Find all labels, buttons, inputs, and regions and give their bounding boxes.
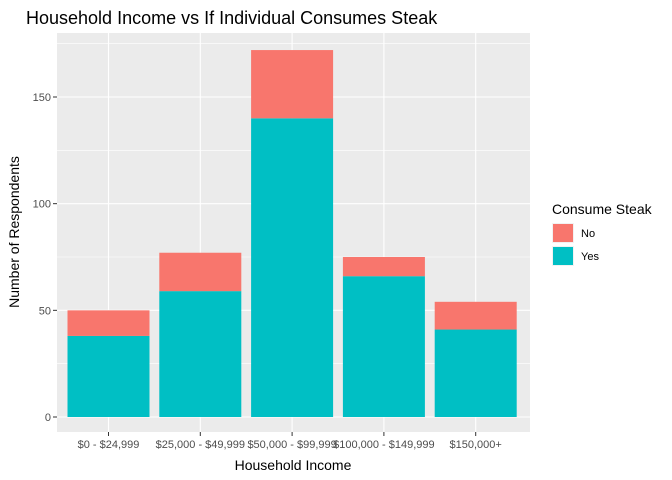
y-tick-label: 0 xyxy=(45,412,51,424)
bar-yes xyxy=(434,329,517,417)
chart-title: Household Income vs If Individual Consum… xyxy=(26,8,438,28)
legend-title: Consume Steak xyxy=(552,201,653,217)
x-axis: $0 - $24,999 $25,000 - $49,999 $50,000 - $… xyxy=(78,432,502,451)
legend-label-no: No xyxy=(581,228,595,240)
bar-yes xyxy=(159,291,242,417)
bar-no xyxy=(159,252,242,292)
x-tick-label: $100,000 - $149,999 xyxy=(333,439,435,451)
bar-yes xyxy=(67,335,150,417)
y-tick-label: 100 xyxy=(33,199,51,211)
y-tick-label: 150 xyxy=(33,92,51,104)
legend-label-yes: Yes xyxy=(581,251,599,263)
x-tick-label: $50,000 - $99,999 xyxy=(247,439,336,451)
x-tick-label: $150,000+ xyxy=(450,439,502,451)
y-axis-title: Number of Respondents xyxy=(6,156,22,308)
legend: Consume Steak No Yes xyxy=(552,201,653,266)
bar-no xyxy=(67,310,150,336)
bar-yes xyxy=(342,276,425,417)
x-axis-title: Household Income xyxy=(235,457,352,473)
y-tick-label: 50 xyxy=(39,305,51,317)
bar-no xyxy=(434,301,517,330)
x-tick-label: $0 - $24,999 xyxy=(78,439,140,451)
x-tick-label: $25,000 - $49,999 xyxy=(156,439,245,451)
bars xyxy=(67,50,517,417)
bar-no xyxy=(251,50,334,119)
bar-yes xyxy=(251,118,334,417)
y-axis: 0 50 100 150 xyxy=(33,92,57,424)
legend-swatch-no xyxy=(553,224,573,242)
legend-swatch-yes xyxy=(553,247,573,265)
bar-no xyxy=(342,257,425,277)
